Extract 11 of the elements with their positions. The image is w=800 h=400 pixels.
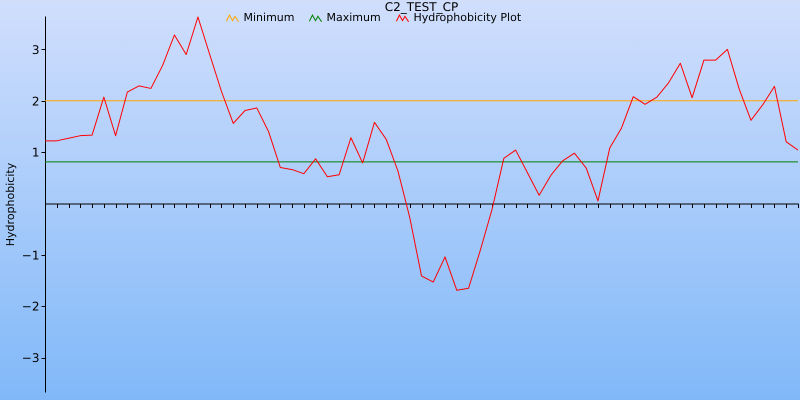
y-tick-label: 3 xyxy=(32,42,40,57)
y-tick-label: −2 xyxy=(22,300,40,314)
legend-label: Hydrophobicity Plot xyxy=(414,11,522,24)
y-axis-title: Hydrophobicity xyxy=(4,162,17,246)
chart-title: C2_TEST_CP xyxy=(384,0,458,14)
legend-label: Maximum xyxy=(326,11,381,24)
y-tick-label: −1 xyxy=(22,248,40,262)
y-tick-label: 2 xyxy=(32,94,40,108)
legend-label: Minimum xyxy=(244,11,294,24)
y-tick-label: 1 xyxy=(32,146,40,160)
y-tick-label: −3 xyxy=(22,351,40,366)
